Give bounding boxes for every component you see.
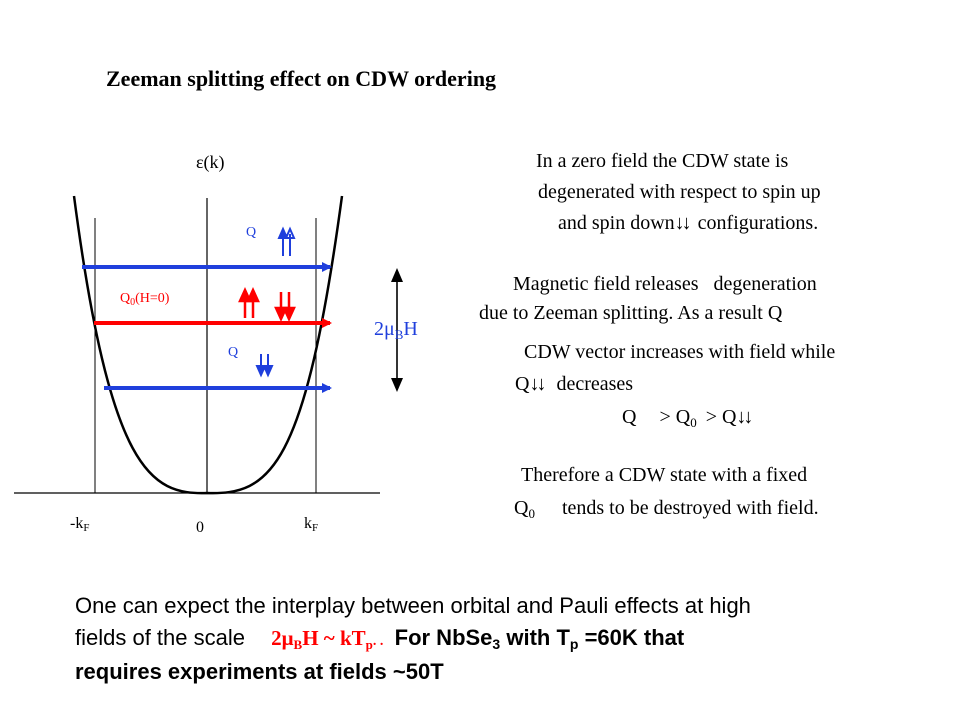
bottom-line-2: fields of the scale 2μBH ~ kTp. . For Nb… <box>75 625 685 652</box>
spin-up-pair-red-icon <box>238 286 260 318</box>
q0-label: Q0(H=0) <box>120 291 170 308</box>
spin-down-arrows: ↓↓ <box>674 212 692 234</box>
spin-down-pair-icon <box>255 354 274 378</box>
kf-label: kF <box>304 515 318 534</box>
q-up-label: Q <box>246 225 256 240</box>
text-line-10: Q0 tends to be destroyed with field. <box>514 497 819 521</box>
dispersion-parabola <box>72 195 344 495</box>
page-title: Zeeman splitting effect on CDW ordering <box>106 66 497 91</box>
text-line-3: and spin down↓↓ configurations. <box>558 212 819 234</box>
energy-gap-label: 2μBH <box>374 318 418 342</box>
inequality: Q > Q0 > Q↓↓ <box>622 406 753 430</box>
q-down-label: Q <box>228 345 238 360</box>
text-line-1: In a zero field the CDW state is <box>536 150 789 172</box>
text-line-9: Therefore a CDW state with a fixed <box>521 464 808 486</box>
neg-kf-label: -kF <box>70 515 89 534</box>
text-line-7: Q↓↓ decreases <box>515 373 634 395</box>
origin-label: 0 <box>196 519 204 536</box>
text-line-4: Magnetic field releases degeneration <box>513 273 817 295</box>
scale-formula: 2μBH ~ kTp. . <box>271 626 384 652</box>
energy-axis-label: ε(k) <box>196 152 225 173</box>
spin-up-pair-icon <box>277 226 296 256</box>
text-line-6: CDW vector increases with field while <box>524 341 836 363</box>
text-line-5: due to Zeeman splitting. As a result Q <box>479 302 783 324</box>
bottom-line-3: requires experiments at fields ~50T <box>75 659 444 684</box>
bottom-line-1: One can expect the interplay between orb… <box>75 593 751 618</box>
spin-down-pair-red-icon <box>274 292 296 323</box>
text-line-2: degenerated with respect to spin up <box>538 181 821 203</box>
